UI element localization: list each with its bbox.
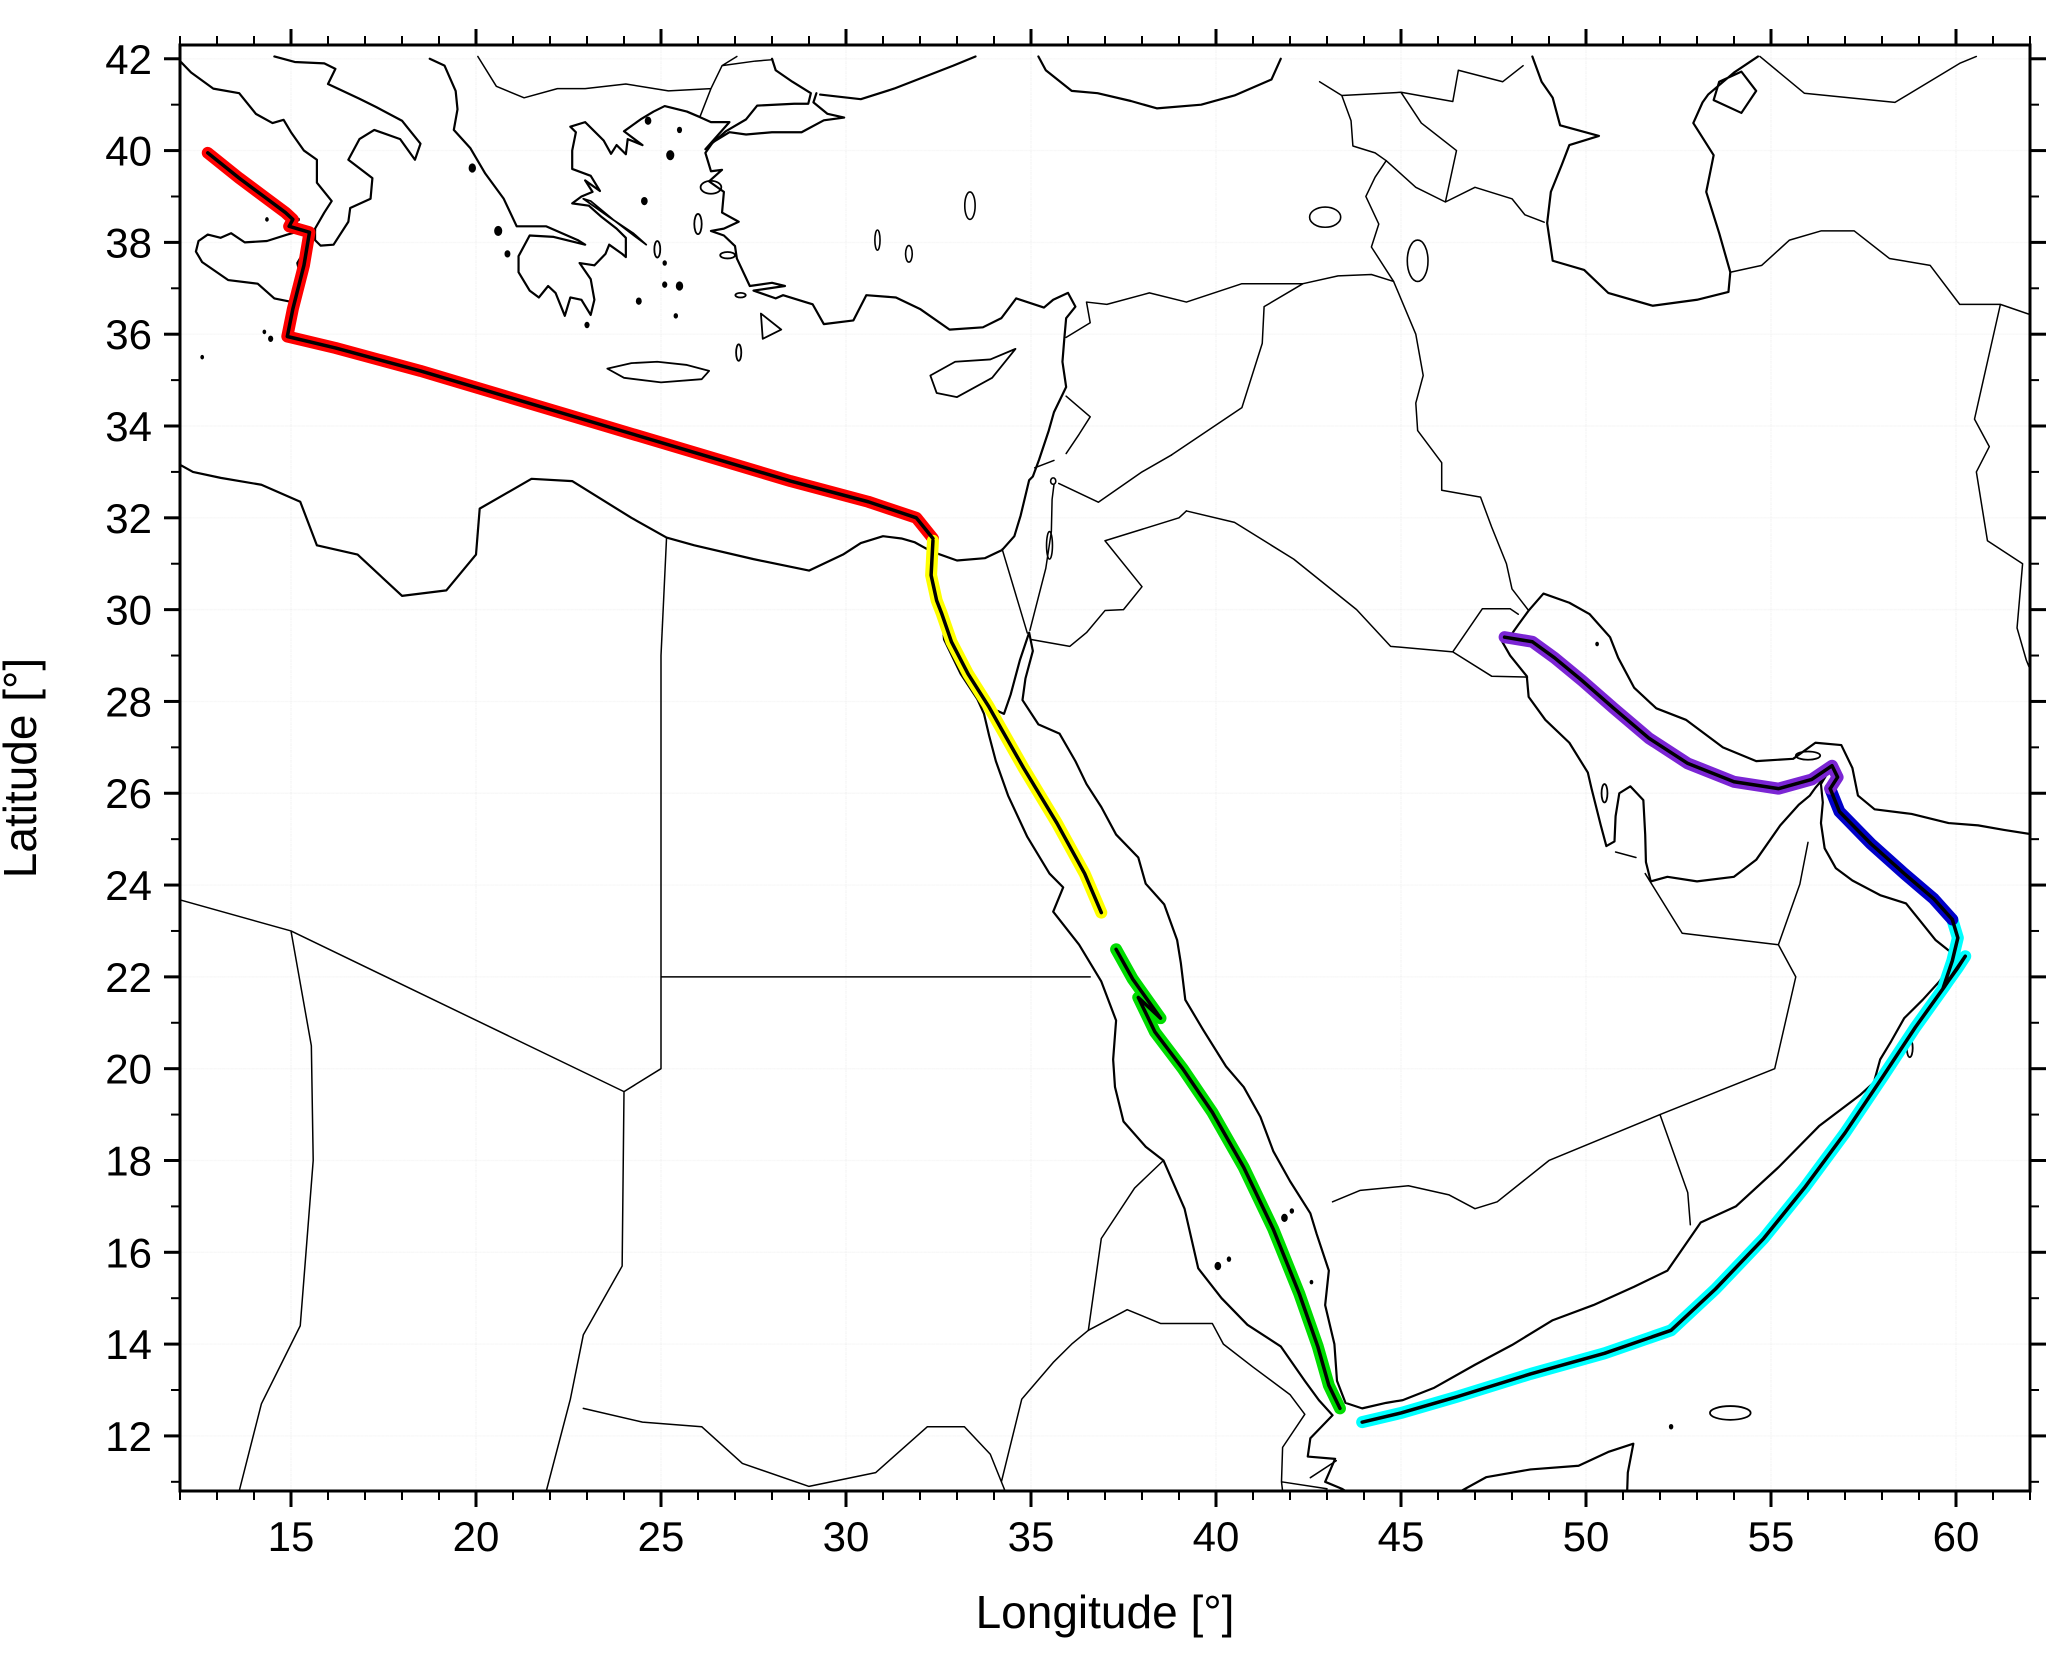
lake-tuz — [965, 192, 975, 220]
x-tick-label: 60 — [1933, 1513, 1980, 1560]
island-euboea — [583, 199, 646, 245]
y-tick-label: 22 — [105, 954, 152, 1001]
small-islands — [200, 116, 1674, 1430]
y-tick-label: 24 — [105, 862, 152, 909]
y-tick-label: 16 — [105, 1229, 152, 1276]
x-tick-label: 50 — [1563, 1513, 1610, 1560]
borders-horn-of-africa — [1088, 1310, 1336, 1491]
y-axis-title: Latitude [°] — [0, 657, 47, 879]
borders-iraq-saudi-kuwait — [1186, 511, 1527, 677]
coastline-basemap — [180, 56, 2030, 1491]
y-tick-label: 12 — [105, 1413, 152, 1460]
lakes — [875, 192, 1428, 559]
borders-iran-iraq — [1366, 161, 1529, 611]
y-tick-label: 32 — [105, 495, 152, 542]
y-tick-label: 14 — [105, 1321, 152, 1368]
x-tick-label: 45 — [1378, 1513, 1425, 1560]
island-karpathos — [736, 344, 741, 361]
borders-caucasus — [1320, 66, 1545, 223]
country-borders — [180, 56, 2030, 1491]
borders-syria-iraq-turkey — [1066, 275, 1393, 455]
x-tick-label: 55 — [1748, 1513, 1795, 1560]
x-tick-label: 35 — [1008, 1513, 1055, 1560]
borders-sudan — [583, 1160, 1163, 1491]
lake-urmia — [1407, 240, 1428, 281]
y-tick-label: 42 — [105, 36, 152, 83]
coastline-greece — [430, 59, 811, 316]
route-core-red-sea-south-leg — [1116, 949, 1340, 1408]
x-tick-label: 40 — [1193, 1513, 1240, 1560]
island-rhodes — [761, 314, 781, 339]
coastline-black-sea — [820, 56, 1281, 108]
y-tick-label: 18 — [105, 1137, 152, 1184]
island-cyprus — [930, 349, 1015, 397]
borders-north-africa — [180, 538, 1090, 1491]
y-tick-label: 40 — [105, 128, 152, 175]
ship-track-routes — [208, 153, 1966, 1422]
island-andros — [654, 241, 660, 258]
lake-egirdir — [875, 230, 880, 250]
route-core-gulf-of-aden-arabian-sea-leg — [1362, 919, 1965, 1422]
y-tick-label: 36 — [105, 311, 152, 358]
island-samos — [720, 252, 735, 258]
y-tick-label: 26 — [105, 770, 152, 817]
island-bahrain — [1602, 784, 1608, 802]
y-tick-label: 30 — [105, 587, 152, 634]
borders-iran-east — [1730, 231, 2030, 679]
gridlines — [180, 45, 2030, 1491]
x-tick-label: 15 — [268, 1513, 315, 1560]
y-tick-label: 34 — [105, 403, 152, 450]
coastline-caspian — [1532, 56, 1758, 305]
borders-balkans-thrace — [478, 56, 773, 117]
y-tick-label: 28 — [105, 678, 152, 725]
coastline-red-sea-africa — [941, 612, 1633, 1491]
island-socotra — [1710, 1406, 1751, 1420]
x-tick-label: 30 — [823, 1513, 870, 1560]
lake-van — [1310, 207, 1341, 227]
borders-central-asia — [1760, 56, 1976, 102]
route-halo-gulf-of-aden-arabian-sea-leg — [1362, 919, 1965, 1422]
borders-arabia-south — [1333, 842, 1808, 1224]
map-plot-area — [180, 45, 2030, 1491]
island-crete — [607, 362, 709, 383]
sea-of-galilee — [1051, 478, 1056, 484]
borders-levant — [1002, 396, 1186, 646]
x-tick-label: 20 — [453, 1513, 500, 1560]
x-tick-label: 25 — [638, 1513, 685, 1560]
island-chios — [694, 214, 701, 234]
island-kos — [735, 293, 745, 298]
lake-beysehir — [906, 246, 913, 263]
x-axis-title: Longitude [°] — [975, 1586, 1235, 1638]
coastline-arabia-iran — [942, 594, 2030, 1409]
coastline-italy — [180, 56, 421, 245]
y-tick-label: 20 — [105, 1046, 152, 1093]
y-tick-label: 38 — [105, 219, 152, 266]
